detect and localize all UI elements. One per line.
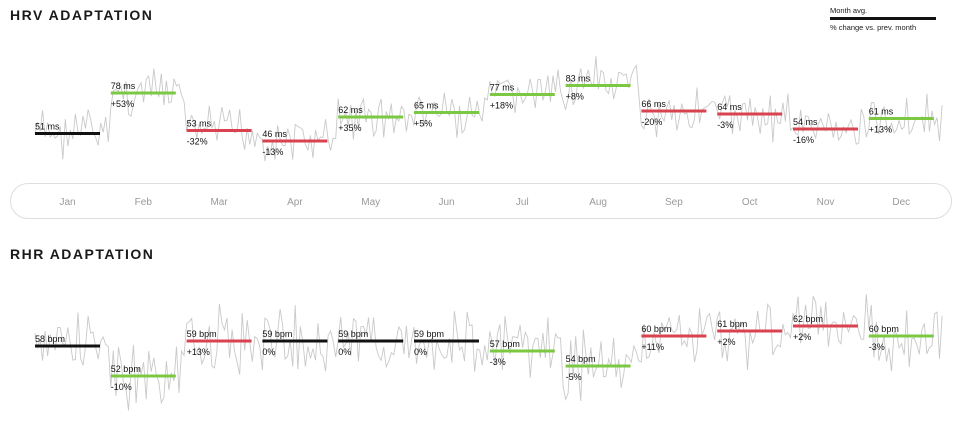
month-avg-value: 59 bpm (338, 329, 368, 339)
month-avg-value: 65 ms (414, 101, 439, 111)
month-avg-value: 54 ms (793, 117, 818, 127)
month-avg-value: 58 bpm (35, 334, 65, 344)
month-tab-dec[interactable]: Dec (892, 197, 911, 208)
month-avg-value: 54 bpm (566, 354, 596, 364)
month-change-percent: 0% (262, 347, 275, 357)
month-tab-sep[interactable]: Sep (664, 197, 683, 208)
month-tab-jan[interactable]: Jan (59, 197, 76, 208)
month-change-percent: +8% (566, 92, 584, 102)
month-change-percent: +2% (793, 332, 811, 342)
month-change-percent: 0% (338, 347, 351, 357)
month-tab-nov[interactable]: Nov (816, 197, 835, 208)
month-change-percent: 0% (414, 347, 427, 357)
legend-month-avg-label: Month avg. (830, 6, 868, 15)
month-tab-feb[interactable]: Feb (134, 197, 152, 208)
month-change-percent: -16% (793, 135, 814, 145)
month-avg-value: 60 bpm (641, 324, 671, 334)
month-change-percent: +2% (717, 337, 735, 347)
month-selector-bar[interactable] (10, 183, 952, 219)
month-change-percent: -3% (490, 357, 506, 367)
month-avg-value: 52 bpm (111, 364, 141, 374)
month-avg-value: 53 ms (187, 119, 212, 129)
hrv-chart: 51 ms 78 ms +53% 53 ms -32% 46 ms -13% 62 ms +35… (34, 56, 943, 161)
month-avg-value: 62 ms (338, 105, 363, 115)
month-change-percent: +5% (414, 119, 432, 129)
month-change-percent: -13% (262, 147, 283, 157)
month-avg-value: 61 bpm (717, 319, 747, 329)
month-tab-jun[interactable]: Jun (438, 197, 455, 208)
month-avg-value: 46 ms (262, 129, 287, 139)
month-change-percent: -32% (187, 137, 208, 147)
month-tab-may[interactable]: May (361, 197, 381, 208)
legend-line (830, 17, 936, 20)
month-change-percent: +13% (187, 347, 210, 357)
legend-change-label: % change vs. prev. month (830, 23, 917, 32)
month-change-percent: +18% (490, 101, 513, 111)
daily-trace (34, 294, 943, 411)
month-change-percent: -20% (641, 117, 662, 127)
daily-trace (34, 56, 943, 161)
rhr-section-title: RHR ADAPTATION (10, 246, 155, 262)
month-change-percent: +11% (641, 342, 664, 352)
month-change-percent: -3% (717, 120, 733, 130)
rhr-chart: 58 bpm 52 bpm -10% 59 bpm +13% 59 bpm 0% 59 bpm… (34, 294, 943, 411)
month-avg-value: 83 ms (566, 74, 591, 84)
legend: Month avg. % change vs. prev. month (830, 6, 936, 32)
month-tab-apr[interactable]: Apr (287, 197, 303, 208)
month-change-percent: +13% (869, 125, 892, 135)
hrv-section-title: HRV ADAPTATION (10, 7, 154, 23)
month-change-percent: -3% (869, 342, 885, 352)
month-tab-oct[interactable]: Oct (741, 197, 758, 208)
month-change-percent: +35% (338, 123, 361, 133)
month-tab-jul[interactable]: Jul (515, 197, 529, 208)
month-tab-aug[interactable]: Aug (589, 197, 607, 208)
month-change-percent: +53% (111, 99, 134, 109)
month-avg-value: 60 bpm (869, 324, 899, 334)
month-avg-value: 78 ms (111, 81, 136, 91)
month-avg-value: 64 ms (717, 102, 742, 112)
month-avg-value: 66 ms (641, 99, 666, 109)
month-avg-value: 57 bpm (490, 339, 520, 349)
month-change-percent: -5% (566, 372, 582, 382)
month-avg-value: 59 bpm (187, 329, 217, 339)
month-avg-value: 61 ms (869, 107, 894, 117)
month-avg-value: 59 bpm (414, 329, 444, 339)
month-tab-mar[interactable]: Mar (210, 197, 228, 208)
month-avg-value: 51 ms (35, 122, 60, 132)
month-avg-value: 62 bpm (793, 314, 823, 324)
month-change-percent: -10% (111, 382, 132, 392)
month-avg-value: 77 ms (490, 83, 515, 93)
month-avg-value: 59 bpm (262, 329, 292, 339)
